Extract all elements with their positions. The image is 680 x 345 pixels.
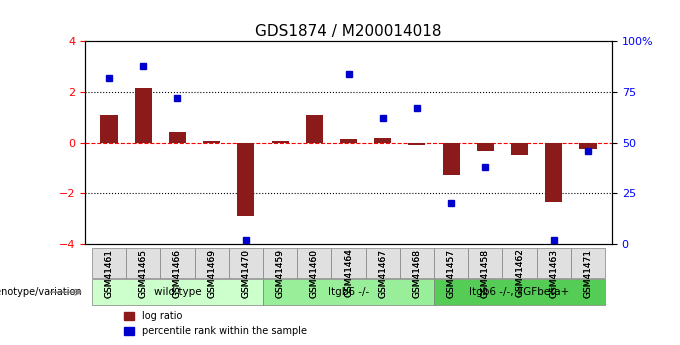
Text: GSM41458: GSM41458 — [481, 248, 490, 297]
Bar — [135, 88, 152, 142]
FancyBboxPatch shape — [263, 279, 434, 305]
Text: GSM41461: GSM41461 — [105, 248, 114, 297]
Text: GSM41458: GSM41458 — [481, 248, 490, 297]
Text: GSM41470: GSM41470 — [241, 248, 250, 297]
Bar — [477, 142, 494, 151]
Bar — [237, 142, 254, 216]
FancyBboxPatch shape — [571, 248, 605, 278]
Text: GSM41464: GSM41464 — [344, 248, 353, 297]
Bar — [340, 139, 357, 142]
Text: GSM41471: GSM41471 — [583, 248, 592, 297]
FancyBboxPatch shape — [126, 248, 160, 278]
Text: GSM41465: GSM41465 — [139, 248, 148, 297]
FancyBboxPatch shape — [434, 279, 605, 305]
FancyBboxPatch shape — [434, 248, 469, 278]
FancyBboxPatch shape — [92, 248, 126, 278]
Text: GSM41468: GSM41468 — [413, 248, 422, 297]
FancyBboxPatch shape — [503, 248, 537, 278]
Bar — [169, 132, 186, 142]
Bar — [101, 115, 118, 142]
Text: GSM41468: GSM41468 — [413, 248, 422, 297]
Bar — [374, 138, 391, 142]
Text: GSM41461: GSM41461 — [105, 248, 114, 297]
Text: GSM41459: GSM41459 — [275, 248, 284, 297]
Legend: log ratio, percentile rank within the sample: log ratio, percentile rank within the sa… — [120, 307, 311, 340]
FancyBboxPatch shape — [331, 248, 366, 278]
FancyBboxPatch shape — [263, 248, 297, 278]
Text: GSM41459: GSM41459 — [275, 248, 284, 297]
Text: genotype/variation: genotype/variation — [0, 287, 82, 297]
Text: GSM41460: GSM41460 — [310, 248, 319, 297]
Text: Itgb6 -/-: Itgb6 -/- — [328, 287, 369, 297]
Text: GSM41470: GSM41470 — [241, 248, 250, 297]
FancyBboxPatch shape — [400, 248, 434, 278]
Bar — [579, 142, 596, 149]
Text: GSM41471: GSM41471 — [583, 248, 592, 297]
Text: GSM41466: GSM41466 — [173, 248, 182, 297]
FancyBboxPatch shape — [469, 248, 503, 278]
Text: GSM41467: GSM41467 — [378, 248, 387, 297]
Text: GSM41462: GSM41462 — [515, 248, 524, 297]
Text: GSM41466: GSM41466 — [173, 248, 182, 297]
Text: wild type: wild type — [154, 287, 201, 297]
Bar — [511, 142, 528, 155]
Bar — [203, 141, 220, 142]
Text: GSM41460: GSM41460 — [310, 248, 319, 297]
Text: GSM41464: GSM41464 — [344, 248, 353, 297]
Bar — [409, 142, 426, 145]
Bar — [545, 142, 562, 202]
Text: GSM41457: GSM41457 — [447, 248, 456, 297]
Text: Itgb6 -/-, TGFbeta+: Itgb6 -/-, TGFbeta+ — [469, 287, 570, 297]
Text: GSM41463: GSM41463 — [549, 248, 558, 297]
FancyBboxPatch shape — [160, 248, 194, 278]
FancyBboxPatch shape — [92, 279, 263, 305]
Bar — [271, 141, 288, 142]
Title: GDS1874 / M200014018: GDS1874 / M200014018 — [255, 24, 442, 39]
Text: GSM41469: GSM41469 — [207, 248, 216, 297]
Text: GSM41463: GSM41463 — [549, 248, 558, 297]
FancyBboxPatch shape — [366, 248, 400, 278]
Text: GSM41469: GSM41469 — [207, 248, 216, 297]
Text: GSM41462: GSM41462 — [515, 248, 524, 297]
Text: GSM41465: GSM41465 — [139, 248, 148, 297]
FancyBboxPatch shape — [194, 248, 228, 278]
FancyBboxPatch shape — [228, 248, 263, 278]
Text: GSM41467: GSM41467 — [378, 248, 387, 297]
Bar — [306, 115, 323, 142]
FancyBboxPatch shape — [537, 248, 571, 278]
Bar — [443, 142, 460, 176]
FancyBboxPatch shape — [297, 248, 331, 278]
Text: GSM41457: GSM41457 — [447, 248, 456, 297]
